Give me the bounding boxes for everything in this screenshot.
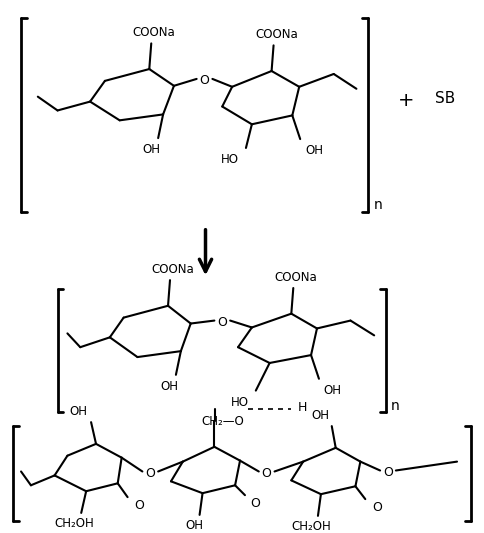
Text: CH₂OH: CH₂OH — [54, 517, 94, 530]
Text: O: O — [250, 497, 260, 510]
Text: +: + — [397, 91, 414, 110]
Text: O: O — [199, 75, 210, 87]
Text: OH: OH — [186, 519, 204, 532]
Text: O: O — [262, 467, 272, 480]
Text: COONa: COONa — [255, 28, 298, 41]
Text: HO: HO — [221, 154, 239, 166]
Text: COONa: COONa — [133, 26, 176, 39]
Text: O: O — [217, 316, 227, 329]
Text: COONa: COONa — [151, 263, 195, 276]
Text: n: n — [374, 198, 382, 212]
Text: OH: OH — [160, 380, 178, 393]
Text: OH: OH — [311, 409, 329, 422]
Text: O: O — [135, 498, 144, 512]
Text: n: n — [391, 399, 399, 414]
Text: OH: OH — [142, 143, 160, 156]
Text: O: O — [372, 502, 382, 514]
Text: OH: OH — [69, 405, 87, 418]
Text: COONa: COONa — [275, 271, 318, 284]
Text: O: O — [145, 467, 155, 480]
Text: O: O — [383, 466, 393, 479]
Text: SB: SB — [435, 91, 455, 106]
Text: HO: HO — [231, 396, 249, 409]
Text: H: H — [298, 401, 307, 414]
Text: CH₂OH: CH₂OH — [291, 520, 331, 533]
Text: OH: OH — [305, 144, 323, 157]
Text: CH₂—O: CH₂—O — [201, 415, 243, 427]
Text: OH: OH — [324, 384, 342, 397]
